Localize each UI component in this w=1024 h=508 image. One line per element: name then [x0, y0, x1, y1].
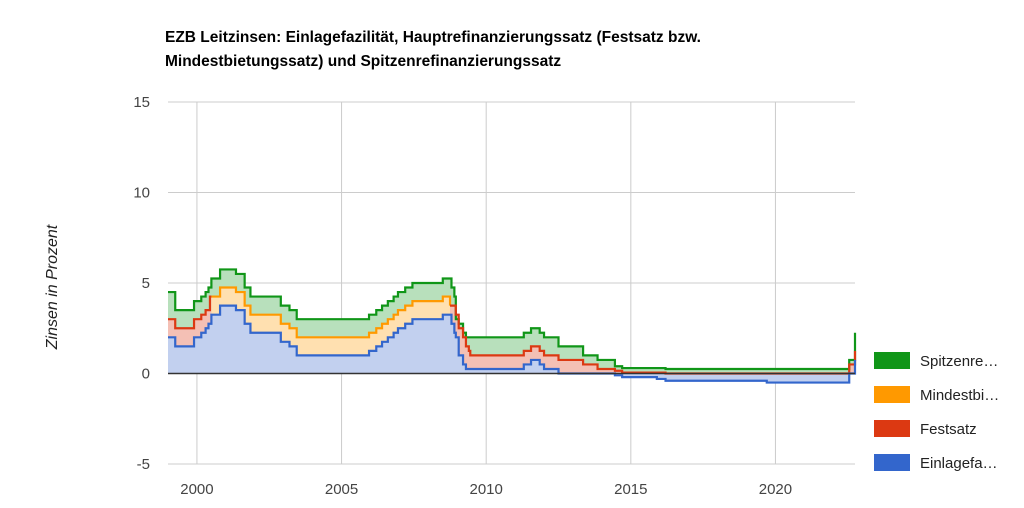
legend-label[interactable]: Festsatz: [920, 421, 977, 438]
line-mindestbi: [211, 286, 452, 339]
x-tick-label: 2005: [325, 481, 358, 498]
chart-title-line-1: EZB Leitzinsen: Einlagefazilität, Hauptr…: [165, 29, 701, 46]
x-tick-label: 2000: [180, 481, 213, 498]
legend-label[interactable]: Einlagefa…: [920, 455, 998, 472]
line-festsatz: [168, 295, 212, 330]
plot-lines: [168, 268, 857, 384]
plot-areas: [168, 269, 855, 383]
x-tick-label: 2020: [759, 481, 792, 498]
axis-ticks: -5 0 5 10 15 2000 2005 2010 2015 2020: [133, 94, 792, 498]
legend-swatch: [874, 386, 910, 403]
y-tick-label: 5: [142, 275, 150, 292]
legend: Spitzenre… Mindestbi… Festsatz Einlagefa…: [874, 352, 999, 472]
area-festsatz: [450, 305, 855, 374]
y-tick-label: -5: [137, 456, 150, 473]
legend-swatch: [874, 352, 910, 369]
grid: [168, 101, 855, 465]
legend-swatch: [874, 420, 910, 437]
line-festsatz: [450, 304, 857, 375]
y-axis-label: Zinsen in Prozent: [44, 224, 61, 350]
x-tick-label: 2010: [470, 481, 503, 498]
x-tick-label: 2015: [614, 481, 647, 498]
chart-title-line-2: Mindestbietungssatz) und Spitzenrefinanz…: [165, 53, 561, 70]
legend-swatch: [874, 454, 910, 471]
y-tick-label: 15: [133, 94, 150, 111]
legend-label[interactable]: Mindestbi…: [920, 387, 999, 404]
line-spitzenre: [168, 268, 857, 371]
y-tick-label: 0: [142, 366, 150, 383]
area-einlagefa: [168, 305, 855, 383]
y-tick-label: 10: [133, 185, 150, 202]
legend-label[interactable]: Spitzenre…: [920, 353, 998, 370]
